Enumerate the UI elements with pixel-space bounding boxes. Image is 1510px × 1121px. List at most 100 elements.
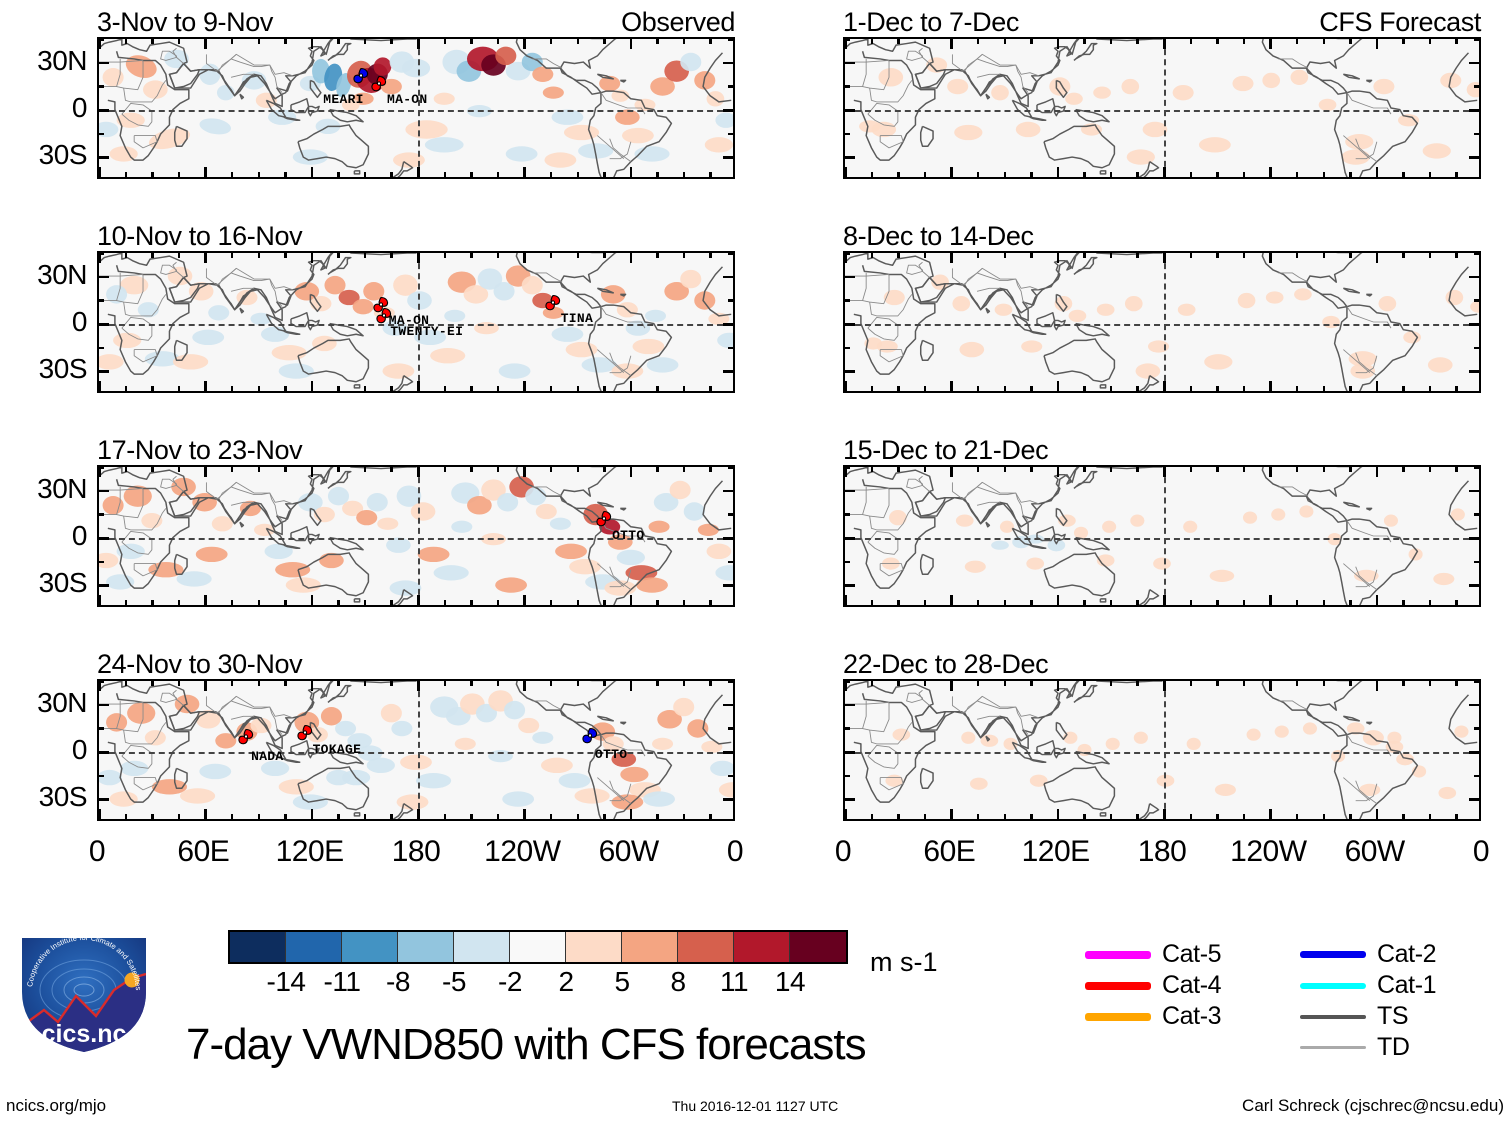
storm-label-tina: TINA	[560, 311, 594, 327]
x-tick	[124, 386, 128, 391]
x-tick	[1295, 681, 1299, 686]
y-tick	[1474, 513, 1479, 516]
y-tick	[845, 109, 855, 112]
y-tick	[1474, 299, 1479, 302]
y-tick	[99, 156, 109, 159]
x-tick	[1109, 814, 1113, 819]
x-tick	[1083, 172, 1086, 177]
x-tick	[151, 600, 154, 605]
y-axis-label-30N: 30N	[37, 44, 87, 76]
x-tick	[682, 814, 686, 819]
x-tick	[1109, 600, 1113, 605]
x-tick	[1269, 595, 1272, 605]
legend-item-cat-2: Cat-2	[1300, 940, 1437, 969]
x-tick	[1295, 600, 1299, 605]
panel-title-obs-1: 3-Nov to 9-Nov	[97, 7, 273, 37]
x-tick	[1375, 253, 1379, 263]
x-tick	[870, 681, 874, 686]
x-tick	[284, 467, 287, 472]
x-tick	[1428, 386, 1432, 391]
x-tick	[151, 172, 154, 177]
x-tick	[284, 681, 287, 686]
x-tick	[950, 167, 953, 177]
x-tick	[1163, 467, 1166, 477]
x-tick	[496, 814, 500, 819]
y-axis-label-30N: 30N	[37, 472, 87, 504]
x-tick	[1349, 253, 1352, 258]
legend-item-cat-1: Cat-1	[1300, 971, 1437, 1000]
y-axis-label-0: 0	[71, 92, 88, 123]
y-tick	[1474, 727, 1479, 730]
x-tick	[470, 172, 473, 177]
footer-right[interactable]: Carl Schreck (cjschrec@ncsu.edu)	[1242, 1096, 1504, 1115]
x-tick	[310, 253, 314, 263]
x-tick	[1349, 39, 1352, 44]
y-tick	[728, 727, 733, 730]
y-tick	[1474, 560, 1479, 564]
y-tick	[845, 489, 855, 493]
y-axis-label-0: 0	[71, 734, 88, 765]
x-tick	[1003, 253, 1006, 258]
colorbar-swatches	[228, 930, 848, 964]
x-tick	[870, 39, 874, 44]
x-tick	[470, 253, 473, 258]
y-tick	[1474, 774, 1479, 778]
legend-label-ts: TS	[1377, 1002, 1409, 1030]
x-tick	[443, 467, 447, 472]
x-tick	[1030, 386, 1033, 391]
y-tick	[1469, 489, 1479, 493]
x-tick	[656, 467, 659, 472]
x-tick	[1402, 253, 1405, 258]
equator-line	[99, 110, 733, 112]
cics-nc-logo: cics.nc Cooperative Institute for Climat…	[14, 930, 154, 1055]
x-tick	[870, 253, 874, 258]
x-tick	[1322, 467, 1325, 472]
y-tick	[1469, 703, 1479, 707]
dateline	[1164, 681, 1166, 819]
equator-line	[99, 324, 733, 326]
colorbar-segment-9	[734, 932, 790, 962]
y-tick	[99, 132, 104, 136]
x-tick	[204, 39, 207, 49]
x-tick	[124, 467, 128, 472]
x-tick	[923, 600, 927, 605]
y-tick	[723, 537, 733, 540]
x-tick	[549, 39, 553, 44]
x-tick	[99, 595, 101, 605]
x-tick	[1322, 814, 1325, 819]
y-axis-label-0: 0	[71, 306, 88, 337]
y-tick	[99, 751, 109, 754]
column-header-forecast: CFS Forecast	[1319, 7, 1481, 37]
x-tick	[390, 253, 393, 258]
x-tick	[1428, 814, 1432, 819]
y-tick	[728, 346, 733, 350]
x-tick	[709, 386, 712, 391]
y-tick	[723, 703, 733, 707]
x-tick	[1269, 467, 1272, 477]
x-tick	[950, 253, 953, 263]
footer-left[interactable]: ncics.org/mjo	[6, 1096, 107, 1115]
x-tick	[230, 172, 234, 177]
x-tick	[709, 681, 712, 686]
x-tick	[576, 386, 579, 391]
y-tick	[1469, 109, 1479, 112]
x-tick	[151, 467, 154, 472]
x-tick	[1056, 595, 1060, 605]
x-axis-label-120E: 120E	[275, 835, 345, 868]
x-tick	[151, 681, 154, 686]
x-tick	[897, 467, 900, 472]
x-tick	[1216, 386, 1219, 391]
equator-line	[99, 538, 733, 540]
x-tick	[284, 172, 287, 177]
x-tick	[603, 467, 606, 472]
legend-label-cat-5: Cat-5	[1162, 940, 1222, 968]
y-tick	[723, 584, 733, 587]
x-tick	[284, 386, 287, 391]
x-tick	[1003, 681, 1006, 686]
y-tick	[1474, 85, 1479, 88]
x-tick	[523, 253, 526, 263]
x-tick	[523, 381, 526, 391]
x-tick	[1402, 814, 1405, 819]
dateline	[1164, 253, 1166, 391]
x-tick	[257, 814, 260, 819]
